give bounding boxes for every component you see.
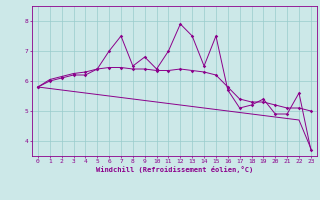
X-axis label: Windchill (Refroidissement éolien,°C): Windchill (Refroidissement éolien,°C) — [96, 166, 253, 173]
